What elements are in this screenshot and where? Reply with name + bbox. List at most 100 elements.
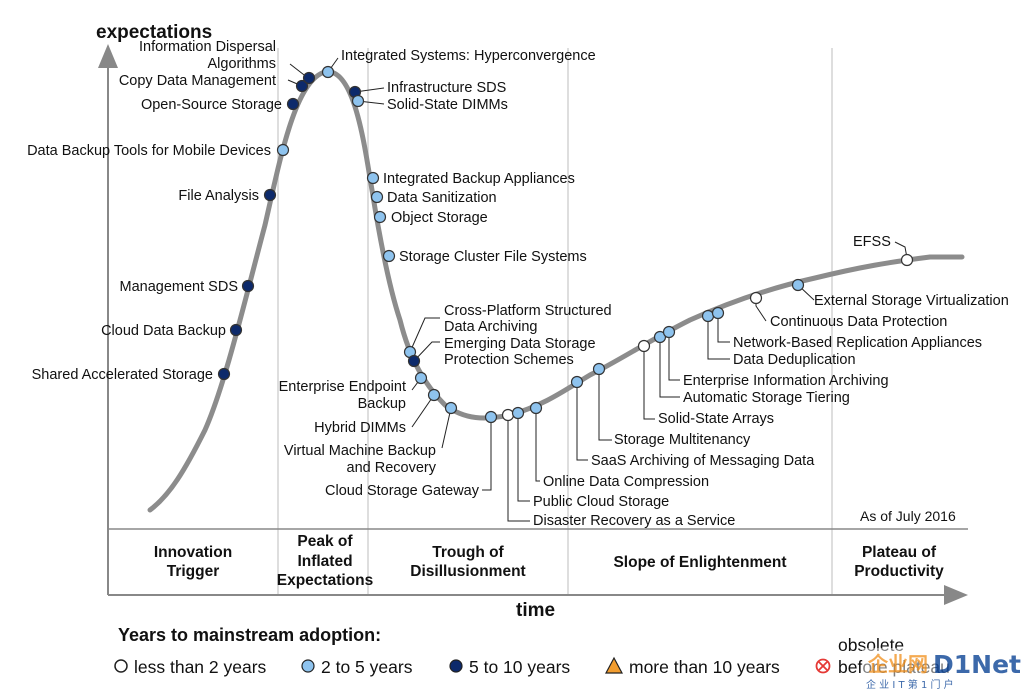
legend-marker-triangle [605, 656, 623, 674]
svg-text:Online Data Compression: Online Data Compression [543, 474, 709, 490]
svg-text:Shared Accelerated Storage: Shared Accelerated Storage [32, 367, 213, 383]
svg-text:Continuous Data Protection: Continuous Data Protection [770, 314, 947, 330]
phase-label: Inflated [297, 553, 352, 570]
svg-text:less than 2 years: less than 2 years [134, 657, 267, 677]
svg-text:Solid-State DIMMs: Solid-State DIMMs [387, 97, 508, 113]
svg-text:Storage Multitenancy: Storage Multitenancy [614, 432, 751, 448]
svg-text:Infrastructure SDS: Infrastructure SDS [387, 80, 506, 96]
legend-marker-light-blue [301, 659, 315, 673]
tech-information-dispersal-algorithms: Information Dispersal Algorithms [139, 39, 316, 85]
svg-text:obsolete: obsolete [838, 635, 904, 655]
tech-integrated-backup-appliances: Integrated Backup Appliances [366, 171, 575, 187]
svg-text:Open-Source Storage: Open-Source Storage [141, 97, 282, 113]
tech-enterprise-endpoint-backup: Enterprise Endpoint Backup [279, 371, 428, 412]
svg-text:Data Deduplication: Data Deduplication [733, 352, 856, 368]
tech-disaster-recovery-as-a-service: Disaster Recovery as a Service [501, 408, 735, 529]
svg-text:Cloud Data Backup: Cloud Data Backup [101, 323, 226, 339]
svg-text:Solid-State Arrays: Solid-State Arrays [658, 411, 774, 427]
svg-text:Cloud Storage Gateway: Cloud Storage Gateway [325, 483, 480, 499]
svg-text:Network-Based Replication Appl: Network-Based Replication Appliances [733, 335, 982, 351]
phase-innovation-trigger: Innovation Trigger [154, 544, 232, 580]
tech-management-sds: Management SDS [120, 279, 255, 295]
svg-text:Integrated Backup Appliances: Integrated Backup Appliances [383, 171, 575, 187]
svg-text:File Analysis: File Analysis [178, 188, 259, 204]
hype-curve [147, 69, 965, 513]
legend-item-gt10: more than 10 years [605, 656, 780, 677]
tech-solid-state-dimms: Solid-State DIMMs [351, 94, 508, 113]
technology-points: Shared Accelerated Storage Cloud Data Ba… [27, 39, 1009, 529]
tech-open-source-storage: Open-Source Storage [141, 97, 300, 113]
svg-text:more than 10 years: more than 10 years [629, 657, 780, 677]
y-axis-title: expectations [96, 22, 212, 43]
phase-label: Trough of [432, 544, 504, 561]
tech-saas-archiving-messaging-data: SaaS Archiving of Messaging Data [570, 375, 815, 469]
phase-plateau-of-productivity: Plateau of Productivity [854, 544, 944, 580]
svg-text:Integrated Systems: Hyperconve: Integrated Systems: Hyperconvergence [341, 48, 596, 64]
svg-text:Algorithms: Algorithms [208, 56, 277, 72]
svg-text:EFSS: EFSS [853, 234, 891, 250]
svg-text:before plateau: before plateau [838, 657, 950, 677]
leader-lines [287, 57, 908, 522]
legend-item-5to10: 5 to 10 years [449, 657, 570, 677]
tech-file-analysis: File Analysis [178, 188, 277, 204]
legend-item-obsolete: obsolete before plateau [815, 635, 950, 677]
phase-label: Trigger [167, 563, 220, 580]
svg-text:Object Storage: Object Storage [391, 210, 488, 226]
svg-text:Storage Cluster File Systems: Storage Cluster File Systems [399, 249, 587, 265]
x-axis-arrow [944, 585, 968, 605]
tech-cloud-data-backup: Cloud Data Backup [101, 323, 243, 339]
tech-solid-state-arrays: Solid-State Arrays [637, 339, 774, 427]
phase-trough-of-disillusionment: Trough of Disillusionment [410, 544, 525, 580]
svg-text:SaaS Archiving of Messaging Da: SaaS Archiving of Messaging Data [591, 453, 815, 469]
phase-slope-of-enlightenment: Slope of Enlightenment [613, 554, 786, 571]
svg-text:Data Archiving: Data Archiving [444, 319, 538, 335]
legend-item-lt2: less than 2 years [114, 657, 267, 677]
tech-enterprise-information-archiving: Enterprise Information Archiving [662, 325, 889, 389]
svg-text:Copy Data Management: Copy Data Management [119, 73, 276, 89]
tech-emerging-data-storage-protection-schemes: Emerging Data Storage Protection Schemes [407, 336, 596, 368]
phase-peak-of-inflated-expectations: Peak of Inflated Expectations [277, 533, 373, 589]
tech-external-storage-virtualization: External Storage Virtualization [791, 278, 1009, 309]
svg-text:Protection Schemes: Protection Schemes [444, 352, 574, 368]
legend-marker-white [114, 659, 128, 673]
svg-text:D1Net: D1Net [933, 650, 1021, 679]
tech-virtual-machine-backup-recovery: Virtual Machine Backup and Recovery [284, 401, 458, 476]
svg-text:企 业 I T 第 1 门 户: 企 业 I T 第 1 门 户 [866, 678, 954, 690]
svg-text:Information Dispersal: Information Dispersal [139, 39, 276, 55]
phase-label: Innovation [154, 544, 232, 561]
legend: Years to mainstream adoption: less than … [114, 625, 950, 677]
svg-text:Enterprise Information Archivi: Enterprise Information Archiving [683, 373, 889, 389]
tech-automatic-storage-tiering: Automatic Storage Tiering [653, 330, 850, 406]
svg-text:2 to 5 years: 2 to 5 years [321, 657, 413, 677]
tech-data-sanitization: Data Sanitization [370, 190, 497, 206]
tech-online-data-compression: Online Data Compression [529, 401, 709, 490]
svg-text:Enterprise Endpoint: Enterprise Endpoint [279, 379, 406, 395]
phase-label: Disillusionment [410, 563, 525, 580]
tech-continuous-data-protection: Continuous Data Protection [749, 291, 947, 330]
svg-text:5 to 10 years: 5 to 10 years [469, 657, 570, 677]
svg-text:and Recovery: and Recovery [347, 460, 437, 476]
tech-data-deduplication: Data Deduplication [701, 309, 856, 368]
tech-network-based-replication-appliances: Network-Based Replication Appliances [711, 306, 982, 351]
tech-hybrid-dimms: Hybrid DIMMs [314, 388, 441, 436]
phase-label: Productivity [854, 563, 944, 580]
phase-label: Expectations [277, 572, 373, 589]
svg-text:Management SDS: Management SDS [120, 279, 238, 295]
svg-text:Data Backup Tools for Mobile D: Data Backup Tools for Mobile Devices [27, 143, 271, 159]
svg-text:Emerging Data Storage: Emerging Data Storage [444, 336, 596, 352]
x-axis-title: time [516, 600, 555, 621]
tech-public-cloud-storage: Public Cloud Storage [511, 406, 669, 510]
y-axis-arrow [98, 44, 118, 68]
phase-label: Plateau of [862, 544, 937, 561]
svg-text:Virtual Machine Backup: Virtual Machine Backup [284, 443, 436, 459]
svg-text:Public Cloud Storage: Public Cloud Storage [533, 494, 669, 510]
svg-text:External Storage Virtualizatio: External Storage Virtualization [814, 293, 1009, 309]
tech-copy-data-management: Copy Data Management [119, 73, 309, 93]
svg-text:Hybrid DIMMs: Hybrid DIMMs [314, 420, 406, 436]
tech-cloud-storage-gateway: Cloud Storage Gateway [325, 410, 498, 499]
svg-text:Automatic Storage Tiering: Automatic Storage Tiering [683, 390, 850, 406]
tech-object-storage: Object Storage [373, 210, 488, 226]
legend-title: Years to mainstream adoption: [118, 625, 381, 645]
tech-infrastructure-sds: Infrastructure SDS [348, 80, 506, 99]
